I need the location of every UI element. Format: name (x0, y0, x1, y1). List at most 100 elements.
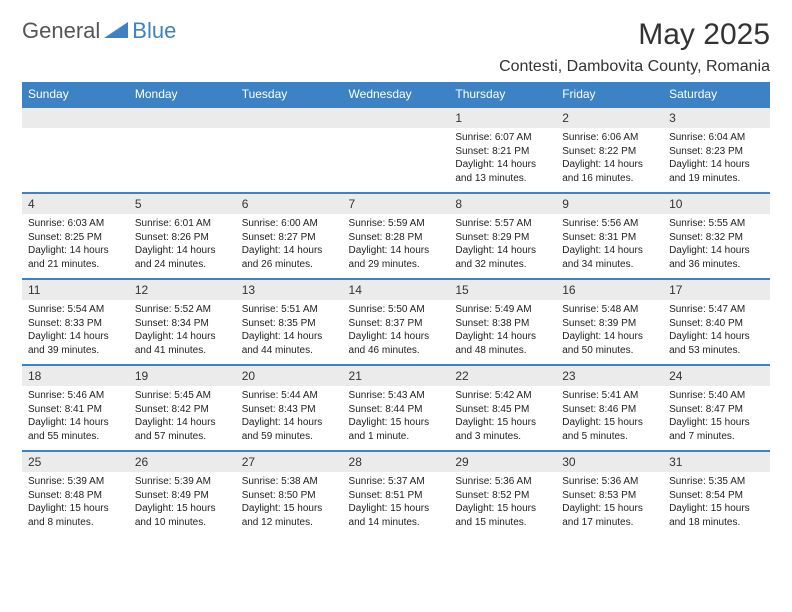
calendar-row: 25Sunrise: 5:39 AMSunset: 8:48 PMDayligh… (22, 451, 770, 537)
day-number: 17 (663, 279, 770, 300)
location-line: Contesti, Dambovita County, Romania (22, 58, 770, 76)
day-body: Sunrise: 5:57 AMSunset: 8:29 PMDaylight:… (449, 214, 556, 277)
day-body: Sunrise: 5:39 AMSunset: 8:49 PMDaylight:… (129, 472, 236, 535)
day-number: 18 (22, 365, 129, 386)
calendar-cell: 7Sunrise: 5:59 AMSunset: 8:28 PMDaylight… (343, 193, 450, 279)
day-number: 2 (556, 107, 663, 128)
calendar-row: 1Sunrise: 6:07 AMSunset: 8:21 PMDaylight… (22, 107, 770, 193)
month-title: May 2025 (638, 18, 770, 52)
logo-triangle-icon (104, 18, 128, 44)
day-number: 26 (129, 451, 236, 472)
calendar-cell: 10Sunrise: 5:55 AMSunset: 8:32 PMDayligh… (663, 193, 770, 279)
weekday-header: Thursday (449, 82, 556, 107)
day-body: Sunrise: 5:52 AMSunset: 8:34 PMDaylight:… (129, 300, 236, 363)
calendar-cell: 1Sunrise: 6:07 AMSunset: 8:21 PMDaylight… (449, 107, 556, 193)
calendar-table: SundayMondayTuesdayWednesdayThursdayFrid… (22, 82, 770, 537)
calendar-cell: 17Sunrise: 5:47 AMSunset: 8:40 PMDayligh… (663, 279, 770, 365)
calendar-cell: 14Sunrise: 5:50 AMSunset: 8:37 PMDayligh… (343, 279, 450, 365)
calendar-cell: 24Sunrise: 5:40 AMSunset: 8:47 PMDayligh… (663, 365, 770, 451)
day-body: Sunrise: 5:36 AMSunset: 8:53 PMDaylight:… (556, 472, 663, 535)
calendar-cell: 21Sunrise: 5:43 AMSunset: 8:44 PMDayligh… (343, 365, 450, 451)
calendar-cell: 5Sunrise: 6:01 AMSunset: 8:26 PMDaylight… (129, 193, 236, 279)
day-number: 19 (129, 365, 236, 386)
day-body: Sunrise: 5:47 AMSunset: 8:40 PMDaylight:… (663, 300, 770, 363)
day-number: 16 (556, 279, 663, 300)
day-number: 11 (22, 279, 129, 300)
calendar-cell: 25Sunrise: 5:39 AMSunset: 8:48 PMDayligh… (22, 451, 129, 537)
logo-text-blue: Blue (132, 18, 176, 44)
day-number: 23 (556, 365, 663, 386)
calendar-cell: 20Sunrise: 5:44 AMSunset: 8:43 PMDayligh… (236, 365, 343, 451)
brand-logo: General Blue (22, 18, 176, 44)
calendar-cell: 9Sunrise: 5:56 AMSunset: 8:31 PMDaylight… (556, 193, 663, 279)
day-number: 25 (22, 451, 129, 472)
calendar-row: 4Sunrise: 6:03 AMSunset: 8:25 PMDaylight… (22, 193, 770, 279)
day-body: Sunrise: 5:44 AMSunset: 8:43 PMDaylight:… (236, 386, 343, 449)
day-number: 30 (556, 451, 663, 472)
calendar-cell: 27Sunrise: 5:38 AMSunset: 8:50 PMDayligh… (236, 451, 343, 537)
calendar-cell: 26Sunrise: 5:39 AMSunset: 8:49 PMDayligh… (129, 451, 236, 537)
day-number: 7 (343, 193, 450, 214)
day-body: Sunrise: 5:54 AMSunset: 8:33 PMDaylight:… (22, 300, 129, 363)
day-number (22, 107, 129, 128)
day-number: 15 (449, 279, 556, 300)
calendar-cell: 31Sunrise: 5:35 AMSunset: 8:54 PMDayligh… (663, 451, 770, 537)
calendar-cell (236, 107, 343, 193)
weekday-header: Sunday (22, 82, 129, 107)
weekday-header: Wednesday (343, 82, 450, 107)
day-body (129, 128, 236, 137)
calendar-cell: 8Sunrise: 5:57 AMSunset: 8:29 PMDaylight… (449, 193, 556, 279)
day-body: Sunrise: 5:40 AMSunset: 8:47 PMDaylight:… (663, 386, 770, 449)
day-body: Sunrise: 5:39 AMSunset: 8:48 PMDaylight:… (22, 472, 129, 535)
day-body: Sunrise: 5:51 AMSunset: 8:35 PMDaylight:… (236, 300, 343, 363)
calendar-cell: 2Sunrise: 6:06 AMSunset: 8:22 PMDaylight… (556, 107, 663, 193)
calendar-cell: 30Sunrise: 5:36 AMSunset: 8:53 PMDayligh… (556, 451, 663, 537)
day-number: 6 (236, 193, 343, 214)
weekday-header: Tuesday (236, 82, 343, 107)
day-body: Sunrise: 6:06 AMSunset: 8:22 PMDaylight:… (556, 128, 663, 191)
day-body: Sunrise: 5:48 AMSunset: 8:39 PMDaylight:… (556, 300, 663, 363)
day-body: Sunrise: 5:59 AMSunset: 8:28 PMDaylight:… (343, 214, 450, 277)
day-number: 14 (343, 279, 450, 300)
day-number: 28 (343, 451, 450, 472)
day-body: Sunrise: 5:36 AMSunset: 8:52 PMDaylight:… (449, 472, 556, 535)
calendar-row: 11Sunrise: 5:54 AMSunset: 8:33 PMDayligh… (22, 279, 770, 365)
day-number (236, 107, 343, 128)
calendar-cell: 16Sunrise: 5:48 AMSunset: 8:39 PMDayligh… (556, 279, 663, 365)
calendar-cell (343, 107, 450, 193)
day-body (236, 128, 343, 137)
calendar-row: 18Sunrise: 5:46 AMSunset: 8:41 PMDayligh… (22, 365, 770, 451)
day-number: 24 (663, 365, 770, 386)
calendar-cell: 19Sunrise: 5:45 AMSunset: 8:42 PMDayligh… (129, 365, 236, 451)
day-number: 13 (236, 279, 343, 300)
day-body: Sunrise: 5:42 AMSunset: 8:45 PMDaylight:… (449, 386, 556, 449)
day-body: Sunrise: 5:41 AMSunset: 8:46 PMDaylight:… (556, 386, 663, 449)
calendar-cell: 13Sunrise: 5:51 AMSunset: 8:35 PMDayligh… (236, 279, 343, 365)
day-body: Sunrise: 5:35 AMSunset: 8:54 PMDaylight:… (663, 472, 770, 535)
calendar-cell: 3Sunrise: 6:04 AMSunset: 8:23 PMDaylight… (663, 107, 770, 193)
day-body: Sunrise: 5:43 AMSunset: 8:44 PMDaylight:… (343, 386, 450, 449)
weekday-header: Friday (556, 82, 663, 107)
day-body (22, 128, 129, 137)
day-body: Sunrise: 6:07 AMSunset: 8:21 PMDaylight:… (449, 128, 556, 191)
calendar-cell: 29Sunrise: 5:36 AMSunset: 8:52 PMDayligh… (449, 451, 556, 537)
day-body: Sunrise: 5:45 AMSunset: 8:42 PMDaylight:… (129, 386, 236, 449)
day-number: 21 (343, 365, 450, 386)
day-number: 1 (449, 107, 556, 128)
calendar-cell: 18Sunrise: 5:46 AMSunset: 8:41 PMDayligh… (22, 365, 129, 451)
day-number: 8 (449, 193, 556, 214)
calendar-cell (22, 107, 129, 193)
day-body: Sunrise: 6:01 AMSunset: 8:26 PMDaylight:… (129, 214, 236, 277)
day-body: Sunrise: 5:46 AMSunset: 8:41 PMDaylight:… (22, 386, 129, 449)
weekday-header: Saturday (663, 82, 770, 107)
logo-text-general: General (22, 18, 100, 44)
day-body (343, 128, 450, 137)
day-number: 12 (129, 279, 236, 300)
calendar-cell: 22Sunrise: 5:42 AMSunset: 8:45 PMDayligh… (449, 365, 556, 451)
calendar-cell: 6Sunrise: 6:00 AMSunset: 8:27 PMDaylight… (236, 193, 343, 279)
day-body: Sunrise: 6:00 AMSunset: 8:27 PMDaylight:… (236, 214, 343, 277)
day-number: 9 (556, 193, 663, 214)
day-number: 31 (663, 451, 770, 472)
day-body: Sunrise: 5:55 AMSunset: 8:32 PMDaylight:… (663, 214, 770, 277)
calendar-cell: 15Sunrise: 5:49 AMSunset: 8:38 PMDayligh… (449, 279, 556, 365)
